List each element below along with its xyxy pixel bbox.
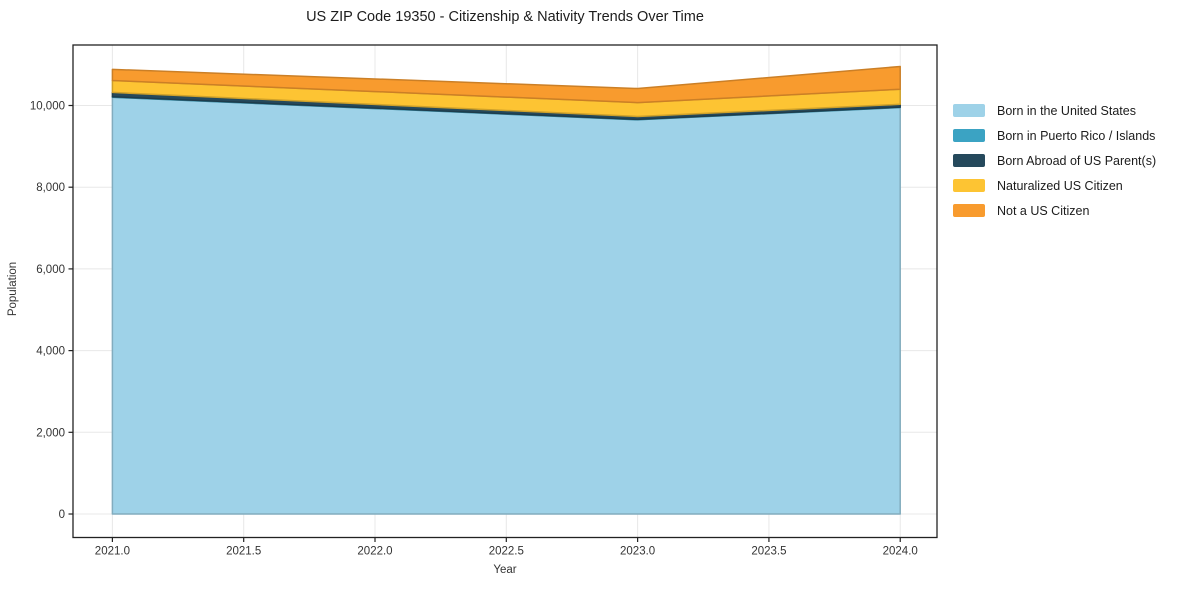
legend-label: Born in the United States [997,103,1136,118]
y-tick-label: 8,000 [36,182,65,194]
legend-label: Not a US Citizen [997,203,1090,218]
legend-label: Naturalized US Citizen [997,178,1123,193]
legend-swatch [953,104,985,117]
x-axis-label: Year [493,564,517,576]
x-tick-label: 2022.0 [357,546,392,558]
x-tick-label: 2021.0 [95,546,130,558]
area-band-1 [111,96,901,515]
legend-item: Naturalized US Citizen [953,176,1156,195]
legend-item: Not a US Citizen [953,201,1156,220]
legend-item: Born in Puerto Rico / Islands [953,126,1156,145]
area-band-5 [111,65,901,104]
legend-label: Born Abroad of US Parent(s) [997,153,1157,168]
y-axis-label: Population [7,261,19,317]
legend-swatch [953,129,985,142]
x-tick-label: 2023.5 [751,546,786,558]
legend-swatch [953,179,985,192]
legend-item: Born Abroad of US Parent(s) [953,151,1156,170]
y-tick-label: 6,000 [36,264,65,276]
legend-label: Born in Puerto Rico / Islands [997,128,1156,143]
plot-border [72,44,938,539]
legend: Born in the United States Born in Puerto … [953,101,1156,220]
y-tick-label: 10,000 [30,101,65,113]
y-tick-label: 2,000 [36,427,65,439]
chart-title: US ZIP Code 19350 - Citizenship & Nativi… [306,9,704,25]
y-tick-label: 4,000 [36,346,65,358]
legend-item: Born in the United States [953,101,1156,120]
y-tick-label: 0 [59,509,65,521]
x-tick-label: 2021.5 [226,546,261,558]
x-tick-label: 2022.5 [489,546,524,558]
x-tick-label: 2023.0 [620,546,655,558]
x-tick-label: 2024.0 [883,546,918,558]
legend-swatch [953,204,985,217]
legend-swatch [953,154,985,167]
